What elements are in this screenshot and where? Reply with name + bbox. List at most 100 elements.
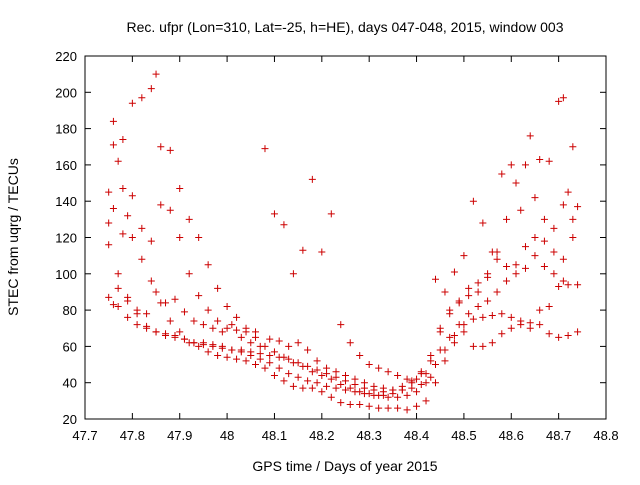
data-point	[237, 348, 245, 356]
y-tick-label: 200	[55, 85, 77, 100]
data-point	[124, 313, 132, 321]
data-point	[280, 377, 288, 385]
data-point	[403, 406, 411, 414]
data-point	[488, 339, 496, 347]
data-point	[403, 375, 411, 383]
data-point	[195, 234, 203, 241]
data-point	[180, 335, 188, 343]
data-point	[337, 399, 345, 407]
data-point	[280, 221, 288, 229]
data-point	[521, 243, 529, 251]
data-point	[512, 270, 520, 278]
data-point	[474, 279, 482, 287]
data-point	[247, 351, 255, 359]
data-point	[441, 357, 449, 365]
data-point	[408, 384, 416, 392]
data-point	[465, 284, 473, 292]
data-point	[403, 391, 411, 399]
data-point	[289, 270, 297, 278]
data-point	[233, 313, 241, 321]
data-point	[545, 157, 553, 165]
data-point	[431, 275, 439, 283]
data-point	[119, 230, 127, 238]
plot-frame	[84, 55, 607, 420]
data-point	[559, 255, 567, 263]
data-point	[119, 135, 127, 143]
data-point	[413, 388, 421, 396]
data-point	[422, 379, 430, 387]
data-point	[318, 371, 326, 379]
data-point	[152, 70, 160, 78]
data-point	[531, 194, 539, 202]
data-point	[479, 313, 487, 321]
data-point	[498, 330, 506, 338]
data-point	[270, 210, 278, 218]
data-point	[550, 224, 558, 232]
data-point	[147, 277, 155, 285]
data-point	[370, 391, 378, 399]
data-point	[261, 145, 269, 153]
data-point	[360, 390, 368, 398]
data-point	[285, 355, 293, 363]
data-point	[526, 132, 534, 140]
data-point	[323, 364, 331, 372]
data-point	[171, 332, 179, 340]
data-point	[294, 359, 302, 367]
data-point	[413, 375, 421, 383]
y-tick-label: 20	[63, 412, 77, 427]
data-point	[138, 255, 146, 263]
data-point	[536, 321, 544, 329]
data-point	[564, 188, 572, 196]
data-point	[422, 370, 430, 378]
y-tick-label: 120	[55, 231, 77, 246]
data-point	[427, 351, 435, 359]
data-point	[469, 197, 477, 205]
data-point	[507, 313, 515, 321]
data-point	[166, 206, 174, 214]
data-point	[540, 237, 548, 245]
data-point	[531, 252, 539, 260]
data-point	[526, 319, 534, 327]
data-point	[166, 146, 174, 154]
data-point	[152, 288, 160, 296]
data-point	[531, 234, 539, 241]
data-point	[332, 368, 340, 376]
data-point	[233, 326, 241, 334]
data-point	[559, 201, 567, 209]
data-point	[517, 317, 525, 325]
data-point	[365, 361, 373, 369]
data-point	[190, 339, 198, 347]
data-point	[318, 248, 326, 256]
data-point	[323, 382, 331, 390]
data-point	[550, 248, 558, 256]
data-point	[559, 277, 567, 285]
x-tick-label: 48.5	[451, 428, 476, 443]
data-point	[521, 161, 529, 169]
y-tick-label: 80	[63, 303, 77, 318]
data-point	[484, 297, 492, 305]
data-point	[564, 332, 572, 340]
data-point	[105, 293, 113, 301]
data-point	[223, 302, 231, 310]
data-point	[540, 215, 548, 223]
data-point	[228, 346, 236, 354]
data-point	[266, 335, 274, 343]
data-point	[460, 328, 468, 336]
data-point	[574, 203, 582, 211]
y-tick-label: 220	[55, 49, 77, 64]
y-tick-label: 100	[55, 267, 77, 282]
data-point	[360, 379, 368, 387]
data-point	[109, 204, 117, 212]
data-point	[114, 302, 122, 310]
data-point	[204, 306, 212, 314]
data-point	[484, 270, 492, 278]
y-tick-label: 160	[55, 158, 77, 173]
data-point	[479, 342, 487, 350]
data-point	[337, 321, 345, 329]
data-point	[398, 386, 406, 394]
data-point	[252, 328, 260, 336]
data-point	[143, 324, 151, 332]
data-point	[474, 288, 482, 296]
y-tick-label: 40	[63, 376, 77, 391]
